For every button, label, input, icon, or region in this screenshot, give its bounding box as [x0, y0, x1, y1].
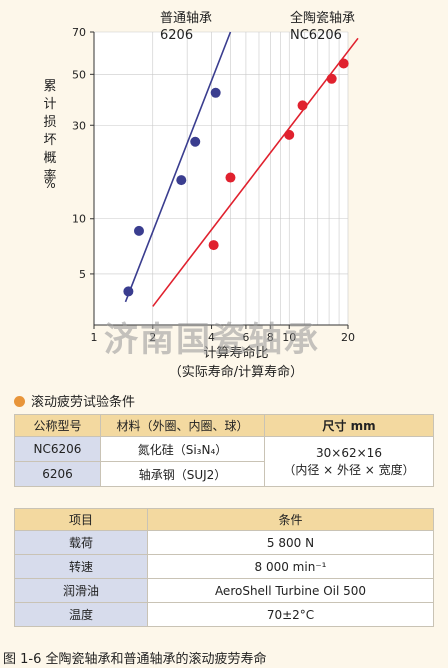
header-item: 项目 — [14, 508, 148, 531]
x-tick-label: 8 — [267, 331, 274, 344]
table-row: 温度 70±2°C — [14, 602, 434, 627]
header-condition: 条件 — [147, 508, 434, 531]
y-tick-label: 70 — [72, 26, 86, 39]
value-cell: AeroShell Turbine Oil 500 — [147, 578, 434, 603]
x-tick-label: 10 — [282, 331, 296, 344]
data-point — [133, 225, 144, 236]
value-cell: 8 000 min⁻¹ — [147, 554, 434, 579]
spec-table-header: 公称型号 材料（外圈、内圈、球） 尺寸 mm — [14, 414, 434, 437]
x-tick-label: 1 — [91, 331, 98, 344]
table-row: NC6206 氮化硅（Si₃N₄） 30×62×16 （内径 × 外径 × 宽度… — [14, 436, 434, 487]
figure-caption: 图 1-6 全陶瓷轴承和普通轴承的滚动疲劳寿命 — [3, 652, 267, 667]
item-cell: 转速 — [14, 554, 148, 579]
item-cell: 载荷 — [14, 530, 148, 555]
model-cell: NC6206 — [14, 436, 101, 462]
grid — [93, 31, 349, 325]
x-axis-sublabel: （实际寿命/计算寿命） — [169, 364, 303, 380]
y-axis-label-char: 坏 — [43, 133, 56, 148]
data-point — [210, 87, 221, 98]
size-cell: 30×62×16 （内径 × 外径 × 宽度） — [264, 436, 434, 487]
y-tick-label: 50 — [72, 68, 86, 81]
watermark: 济南国瓷轴承 — [104, 320, 320, 360]
axes — [90, 31, 349, 329]
section-title: 滚动疲劳试验条件 — [14, 391, 135, 410]
y-tick-label: 5 — [79, 268, 86, 281]
header-model: 公称型号 — [14, 414, 101, 437]
conditions-table: 项目 条件 载荷 5 800 N 转速 8 000 min⁻¹ 润滑油 Aero… — [14, 508, 434, 627]
marks — [123, 31, 359, 307]
y-axis-label-char: 累 — [43, 79, 56, 94]
data-point — [176, 175, 187, 186]
y-axis-label-char: 计 — [43, 97, 56, 112]
spec-table: 公称型号 材料（外圈、内圈、球） 尺寸 mm NC6206 氮化硅（Si₃N₄）… — [14, 414, 434, 487]
value-cell: 5 800 N — [147, 530, 434, 555]
fit-line — [152, 37, 359, 307]
item-cell: 温度 — [14, 602, 148, 627]
series-label: NC6206 — [290, 28, 342, 43]
x-tick-label: 20 — [341, 331, 355, 344]
y-axis-label-char: 率 — [43, 168, 56, 184]
x-tick-label: 2 — [149, 331, 156, 344]
data-point — [225, 172, 236, 183]
data-point — [326, 73, 337, 84]
table-row: 载荷 5 800 N — [14, 530, 434, 555]
bullet-dot-icon — [14, 396, 25, 407]
x-tick-label: 6 — [242, 331, 249, 344]
x-axis-label: 计算寿命比 — [203, 345, 268, 361]
model-cell: 6206 — [14, 461, 101, 487]
plot-area — [94, 32, 348, 325]
header-material: 材料（外圈、内圈、球） — [100, 414, 265, 437]
section-title-text: 滚动疲劳试验条件 — [31, 395, 136, 410]
series-label: 普通轴承 — [160, 11, 212, 26]
labels: 5 10 30 50 70 1 2 4 6 8 10 20 计算寿命比 （实际寿命/计算寿命） 累计损坏概率… — [43, 10, 355, 380]
size-dims: 30×62×16 — [316, 445, 382, 460]
y-axis-label-char: 概 — [43, 151, 56, 166]
table-row: 润滑油 AeroShell Turbine Oil 500 — [14, 578, 434, 603]
series-label: 6206 — [160, 28, 193, 43]
data-point — [297, 100, 308, 111]
value-cell: 70±2°C — [147, 602, 434, 627]
item-cell: 润滑油 — [14, 578, 148, 603]
data-point — [208, 240, 219, 251]
y-tick-label: 30 — [72, 119, 86, 132]
table-row: 转速 8 000 min⁻¹ — [14, 554, 434, 579]
data-point — [190, 136, 201, 147]
size-note: （内径 × 外径 × 宽度） — [283, 462, 415, 477]
fit-line — [124, 31, 232, 303]
data-point — [284, 129, 295, 140]
series-label: 全陶瓷轴承 — [290, 10, 355, 26]
y-axis-unit: % — [44, 177, 55, 191]
x-tick-label: 4 — [208, 331, 215, 344]
conditions-table-header: 项目 条件 — [14, 508, 434, 531]
y-tick-label: 10 — [72, 213, 86, 226]
y-axis-label-char: 损 — [43, 115, 56, 130]
material-cell: 轴承钢（SUJ2） — [100, 461, 265, 487]
data-point — [338, 58, 349, 69]
data-point — [123, 286, 134, 297]
chart: 5 10 30 50 70 1 2 4 6 8 10 20 计算寿命比 （实际寿命/计算寿命） 累计损坏概率… — [43, 10, 359, 380]
material-cell: 氮化硅（Si₃N₄） — [100, 436, 265, 462]
header-size: 尺寸 mm — [264, 414, 434, 437]
table-row: 6206 轴承钢（SUJ2） — [14, 461, 434, 487]
